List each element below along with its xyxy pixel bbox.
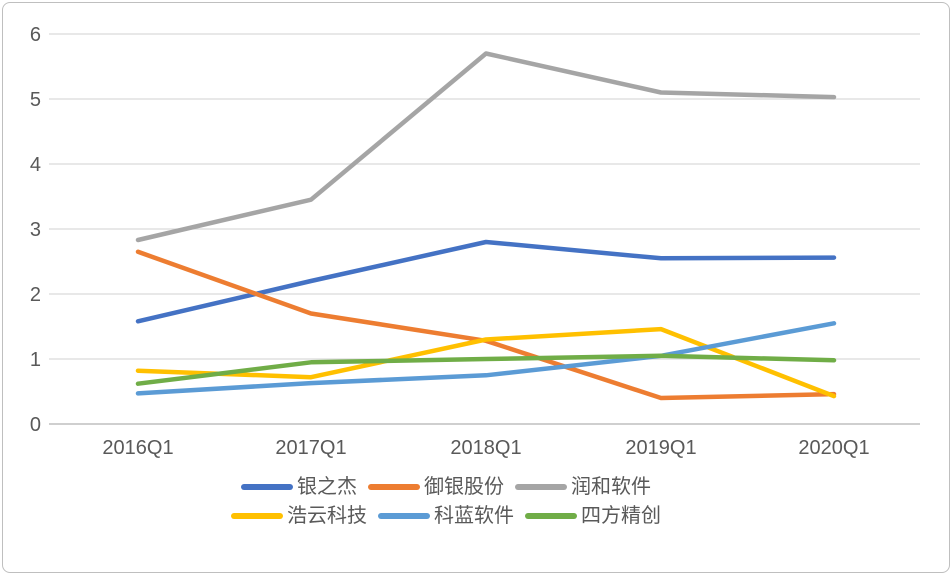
- y-tick-label: 4: [30, 154, 41, 176]
- legend-item-5: 四方精创: [525, 503, 661, 529]
- legend-swatch-icon: [515, 484, 567, 490]
- x-tick-label: 2020Q1: [798, 437, 869, 459]
- legend-swatch-icon: [525, 513, 577, 519]
- legend-item-3: 浩云科技: [231, 503, 367, 529]
- y-tick-label: 6: [30, 24, 41, 46]
- legend-label: 御银股份: [424, 476, 504, 498]
- legend-item-1: 御银股份: [368, 474, 504, 500]
- legend-label: 银之杰: [297, 476, 357, 498]
- legend-label: 浩云科技: [287, 505, 367, 527]
- legend-swatch-icon: [231, 513, 283, 519]
- y-tick-label: 3: [30, 219, 41, 241]
- legend-label: 润和软件: [571, 476, 651, 498]
- series-line-4: [135, 321, 837, 396]
- series-line-3: [135, 326, 837, 399]
- y-tick-label: 5: [30, 89, 41, 111]
- series-line-0: [135, 239, 837, 324]
- legend-swatch-icon: [378, 513, 430, 519]
- legend-label: 四方精创: [581, 505, 661, 527]
- legend-label: 科蓝软件: [434, 505, 514, 527]
- legend-item-0: 银之杰: [241, 474, 357, 500]
- x-tick-label: 2019Q1: [625, 437, 696, 459]
- chart-legend: 银之杰 御银股份 润和软件浩云科技 科蓝软件 四方精创: [3, 474, 919, 529]
- y-tick-label: 2: [30, 284, 41, 306]
- y-tick-label: 1: [30, 349, 41, 371]
- legend-row-0: 银之杰 御银股份 润和软件: [241, 474, 651, 500]
- legend-row-1: 浩云科技 科蓝软件 四方精创: [231, 503, 661, 529]
- series-line-2: [135, 51, 837, 243]
- y-tick-label: 0: [30, 414, 41, 436]
- x-tick-label: 2018Q1: [450, 437, 521, 459]
- legend-swatch-icon: [368, 484, 420, 490]
- legend-item-2: 润和软件: [515, 474, 651, 500]
- legend-swatch-icon: [241, 484, 293, 490]
- legend-item-4: 科蓝软件: [378, 503, 514, 529]
- series-line-5: [135, 353, 837, 386]
- x-tick-label: 2017Q1: [275, 437, 346, 459]
- x-tick-label: 2016Q1: [102, 437, 173, 459]
